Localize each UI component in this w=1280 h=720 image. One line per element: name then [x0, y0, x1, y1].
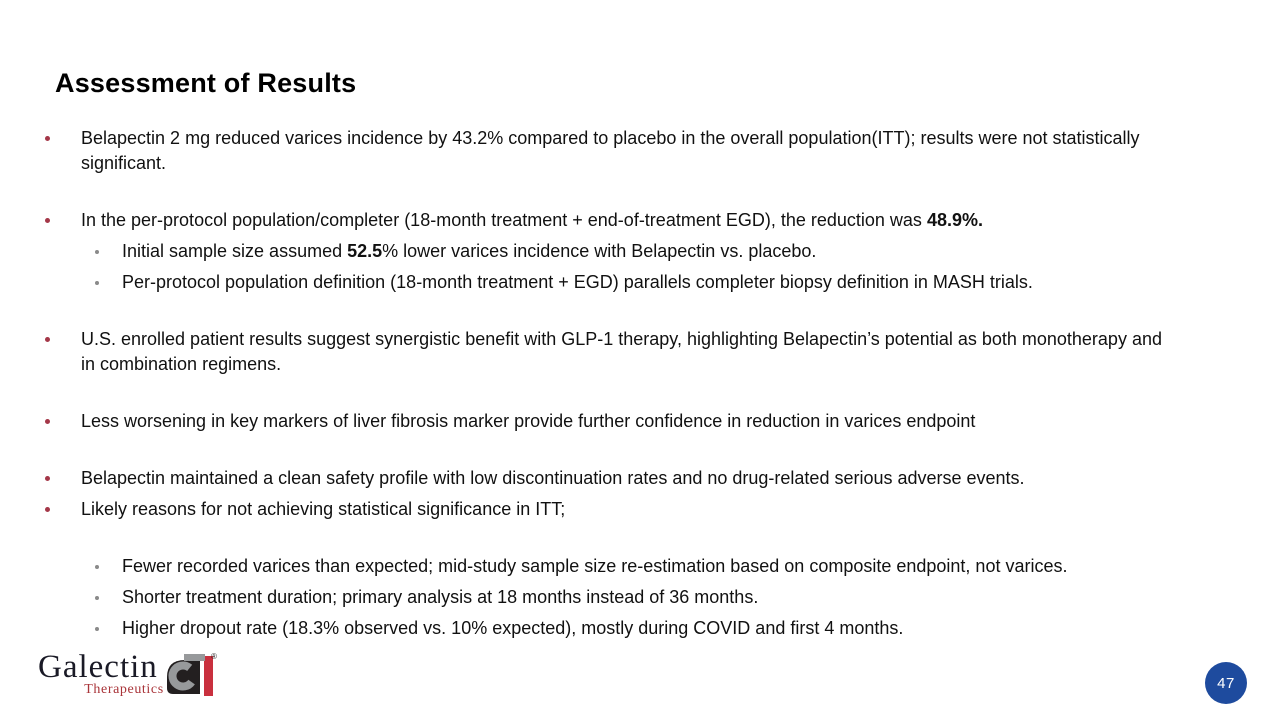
bullet-text: Per-protocol population definition (18-m…: [122, 272, 1033, 292]
bullet-text: Fewer recorded varices than expected; mi…: [122, 556, 1068, 576]
bullet-dot-icon: [45, 466, 81, 491]
bullet-text: Belapectin maintained a clean safety pro…: [81, 468, 1025, 488]
page-title: Assessment of Results: [55, 68, 357, 98]
bullet-text: Higher dropout rate (18.3% observed vs. …: [122, 618, 904, 638]
bullet-dot-icon: [45, 409, 81, 434]
bullet-item: Less worsening in key markers of liver f…: [45, 409, 1167, 434]
bullet-dot-icon: [95, 270, 122, 295]
bullet-text: Less worsening in key markers of liver f…: [81, 411, 976, 431]
registered-mark-icon: ®: [211, 652, 217, 661]
bullet-text: Initial sample size assumed 52.5% lower …: [122, 241, 817, 261]
logo-wordmark: Galectin Therapeutics: [38, 649, 163, 697]
sub-bullet-item: Initial sample size assumed 52.5% lower …: [95, 239, 1167, 264]
bullet-text: Belapectin 2 mg reduced varices incidenc…: [81, 128, 1140, 173]
bullet-dot-icon: [95, 239, 122, 264]
page-number: 47: [1217, 674, 1235, 692]
bullet-dot-icon: [45, 208, 81, 233]
bullet-dot-icon: [95, 616, 122, 641]
bullet-item: U.S. enrolled patient results suggest sy…: [45, 327, 1167, 377]
sub-bullet-item: Fewer recorded varices than expected; mi…: [95, 554, 1167, 579]
bullet-dot-icon: [95, 554, 122, 579]
bullet-dot-icon: [45, 327, 81, 377]
bullet-text: Shorter treatment duration; primary anal…: [122, 587, 759, 607]
bullet-item: Belapectin 2 mg reduced varices incidenc…: [45, 126, 1167, 176]
page-number-badge: 47: [1205, 662, 1247, 704]
sub-bullet-item: Per-protocol population definition (18-m…: [95, 270, 1167, 295]
bullet-item: Belapectin maintained a clean safety pro…: [45, 466, 1167, 491]
bullet-item: Likely reasons for not achieving statist…: [45, 497, 1167, 522]
bullet-text: In the per-protocol population/completer…: [81, 210, 983, 230]
bullet-dot-icon: [45, 497, 81, 522]
bullet-text: Likely reasons for not achieving statist…: [81, 499, 566, 519]
logo-name-text: Galectin: [38, 649, 158, 685]
galectin-gt-logo-icon: ®: [166, 652, 217, 696]
galectin-therapeutics-logo: Galectin Therapeutics ®: [38, 650, 218, 699]
logo-subname-text: Therapeutics: [84, 682, 164, 697]
bullet-text: U.S. enrolled patient results suggest sy…: [81, 329, 1162, 374]
sub-bullet-item: Higher dropout rate (18.3% observed vs. …: [95, 616, 1167, 641]
bullet-dot-icon: [45, 126, 81, 176]
sub-bullet-item: Shorter treatment duration; primary anal…: [95, 585, 1167, 610]
bullet-item: In the per-protocol population/completer…: [45, 208, 1167, 233]
bullet-list: Belapectin 2 mg reduced varices incidenc…: [45, 126, 1167, 641]
bullet-dot-icon: [95, 585, 122, 610]
